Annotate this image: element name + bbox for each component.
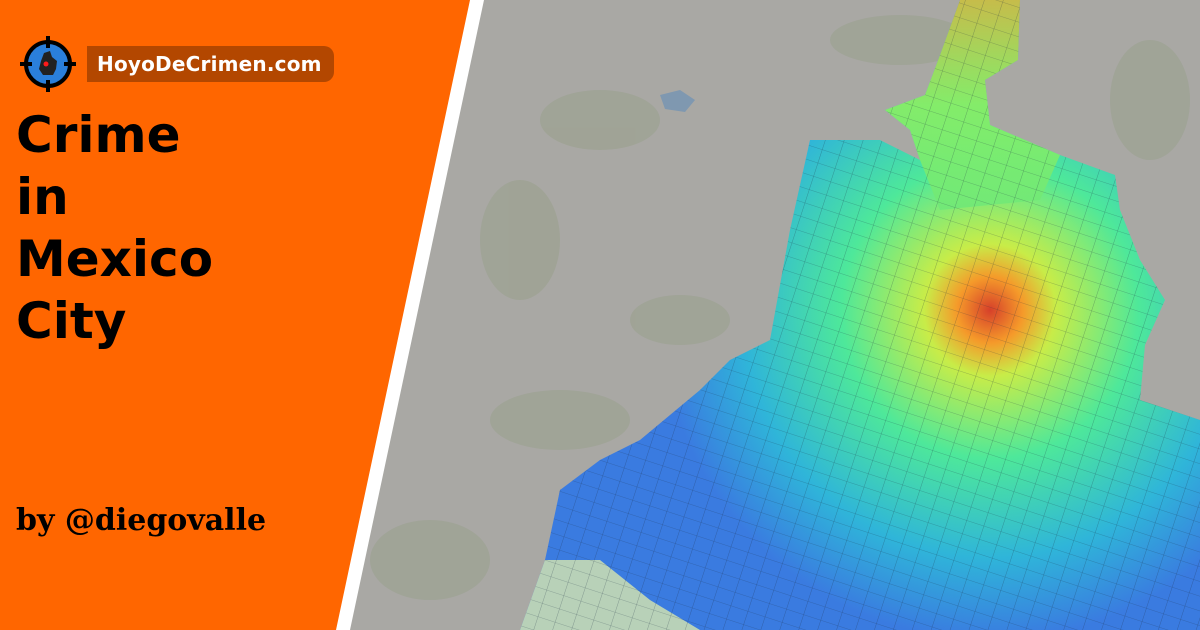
brand-name: HoyoDeCrimen.com — [87, 46, 334, 82]
author-byline: by @diegovalle — [16, 503, 267, 538]
greenery-patches — [370, 15, 1190, 600]
water-body — [660, 90, 695, 112]
crosshair-map-icon — [20, 36, 76, 92]
city-blocks — [520, 0, 1200, 630]
orange-panel — [0, 0, 470, 630]
title-line: Mexico — [16, 230, 214, 288]
brand-logo[interactable]: HoyoDeCrimen.com — [17, 33, 334, 95]
title-line: City — [16, 292, 127, 350]
title-line: in — [16, 168, 69, 226]
page-title: Crime in Mexico City — [16, 104, 213, 352]
title-line: Crime — [16, 106, 181, 164]
